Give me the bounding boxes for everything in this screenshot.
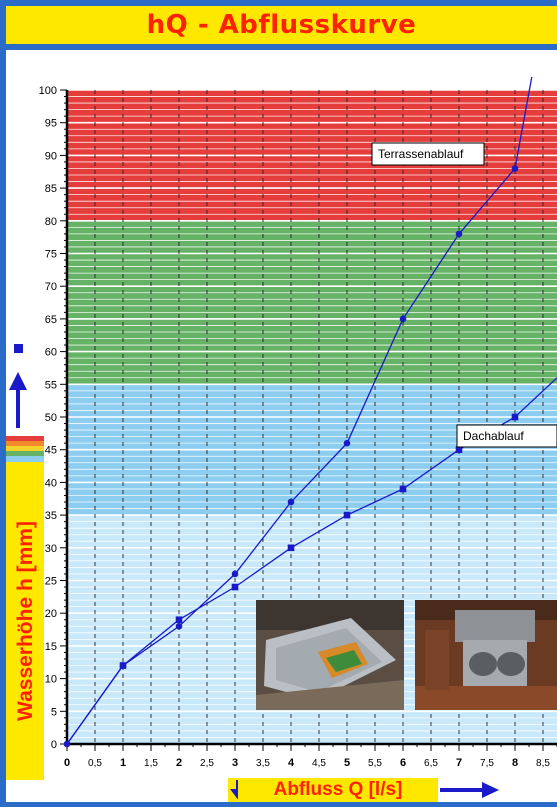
y-tick-label: 10 bbox=[45, 674, 57, 686]
x-tick-label: 6 bbox=[400, 757, 406, 769]
y-tick-label: 40 bbox=[45, 477, 57, 489]
y-tick-label: 50 bbox=[45, 412, 57, 424]
point-dachablauf bbox=[399, 485, 407, 493]
point-origin bbox=[63, 740, 71, 748]
series-label-box bbox=[456, 424, 557, 448]
y-tick-label: 90 bbox=[45, 150, 57, 162]
point-terrassenablauf bbox=[175, 622, 183, 630]
x-tick-label: 1,5 bbox=[144, 758, 158, 769]
y-tick-label: 25 bbox=[45, 576, 57, 588]
y-tick-label: 55 bbox=[45, 379, 57, 391]
photo-dachablauf bbox=[415, 600, 557, 710]
x-tick-label: 2,5 bbox=[200, 758, 214, 769]
x-tick-label: 3,5 bbox=[256, 758, 270, 769]
right-arrow-icon bbox=[440, 782, 499, 798]
y-tick-label: 70 bbox=[45, 281, 57, 293]
series-label: Terrassenablauf bbox=[378, 147, 464, 161]
y-axis-label: Wasserhöhe h [mm] bbox=[14, 521, 37, 721]
point-dachablauf bbox=[119, 662, 127, 669]
series bbox=[63, 76, 557, 748]
point-terrassenablauf bbox=[343, 439, 351, 447]
y-tick-label: 100 bbox=[39, 85, 57, 97]
y-tick-label: 0 bbox=[51, 739, 57, 751]
point-terrassenablauf bbox=[399, 315, 407, 323]
point-terrassenablauf bbox=[231, 570, 239, 578]
up-arrow-icon bbox=[9, 372, 27, 428]
x-tick-label: 5 bbox=[344, 757, 350, 769]
point-terrassenablauf bbox=[511, 165, 519, 172]
series-label: Dachablauf bbox=[463, 429, 524, 443]
y-tick-label: 75 bbox=[45, 249, 57, 261]
x-tick-label: 4 bbox=[288, 757, 295, 769]
series-label-box bbox=[371, 142, 485, 166]
axes bbox=[60, 89, 557, 751]
x-tick-label: 7 bbox=[456, 757, 462, 769]
x-tick-label: 3 bbox=[232, 757, 238, 769]
series-labels: Terrassenablauf Dachablauf bbox=[371, 142, 557, 448]
y-tick-label: 5 bbox=[51, 706, 57, 718]
x-tick-label: 2 bbox=[176, 757, 182, 769]
y-tick-label: 95 bbox=[45, 118, 57, 130]
tick-labels: 0510152025303540455055606570758085909510… bbox=[39, 85, 551, 769]
color-legend-icon bbox=[6, 436, 44, 462]
y-tick-label: 30 bbox=[45, 543, 57, 555]
y-tick-label: 35 bbox=[45, 510, 57, 522]
point-dachablauf bbox=[175, 616, 183, 624]
x-tick-label: 8 bbox=[512, 757, 518, 769]
point-dachablauf bbox=[455, 446, 463, 453]
point-dachablauf bbox=[511, 413, 519, 421]
point-dachablauf bbox=[343, 511, 351, 519]
x-tick-label: 7,5 bbox=[480, 758, 494, 769]
point-terrassenablauf bbox=[455, 230, 463, 238]
x-tick-label: 5,5 bbox=[368, 758, 382, 769]
x-tick-label: 0 bbox=[64, 757, 70, 769]
point-dachablauf bbox=[231, 583, 239, 591]
point-dachablauf bbox=[287, 544, 295, 552]
x-tick-label: 6,5 bbox=[424, 758, 438, 769]
xlabel-box bbox=[238, 778, 438, 802]
y-tick-label: 60 bbox=[45, 347, 57, 359]
title-bar: hQ - Abflusskurve bbox=[6, 6, 557, 44]
y-tick-label: 45 bbox=[45, 445, 57, 457]
zone-band bbox=[67, 220, 557, 385]
x-tick-label: 8,5 bbox=[536, 758, 550, 769]
x-tick-label: 1 bbox=[120, 757, 126, 769]
photo-terrassenablauf bbox=[256, 600, 404, 710]
y-tick-label: 85 bbox=[45, 183, 57, 195]
point-terrassenablauf bbox=[287, 498, 295, 506]
y-tick-label: 65 bbox=[45, 314, 57, 326]
x-axis-label: Abfluss Q [l/s] bbox=[273, 779, 403, 800]
series-line-terrassenablauf bbox=[66, 76, 533, 745]
y-tick-label: 80 bbox=[45, 216, 57, 228]
level-square-icon bbox=[14, 344, 23, 353]
y-tick-label: 20 bbox=[45, 608, 57, 620]
x-tick-label: 4,5 bbox=[312, 758, 326, 769]
chart-title: hQ - Abflusskurve bbox=[146, 10, 417, 40]
ylabel-box bbox=[6, 462, 44, 780]
y-tick-label: 15 bbox=[45, 641, 57, 653]
x-tick-label: 0,5 bbox=[88, 758, 102, 769]
